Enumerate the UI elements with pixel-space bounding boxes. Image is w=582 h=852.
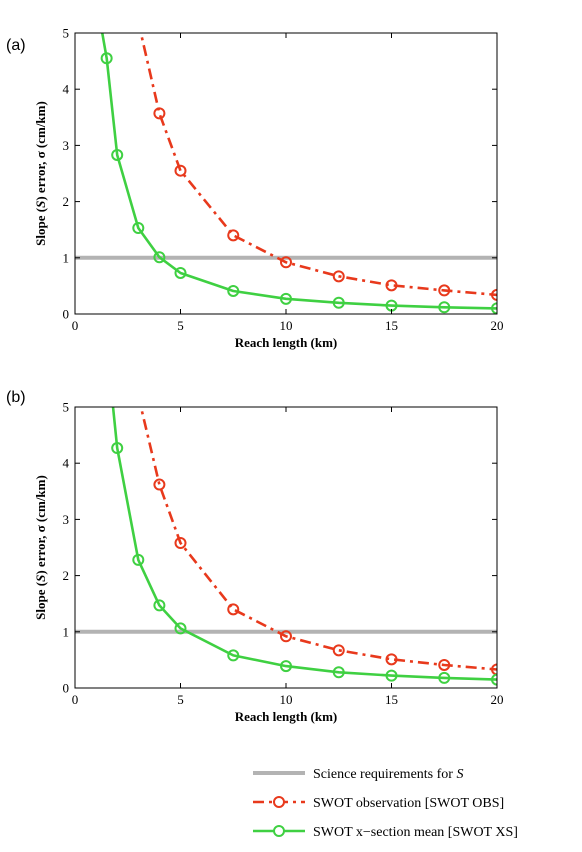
y-axis-label-part: ) error, σ (cm/km) [33, 475, 48, 574]
legend-label-italic: S [456, 767, 463, 782]
legend: Science requirements for S SWOT observati… [253, 767, 518, 840]
legend-label: SWOT x−section mean [SWOT XS] [313, 825, 518, 840]
data-point-xs [491, 302, 497, 314]
data-point-obs [280, 256, 292, 269]
data-point-obs [438, 658, 451, 671]
y-tick-label: 2 [63, 568, 70, 583]
y-axis-label: Slope (S) error, σ (cm/km) [33, 101, 48, 246]
x-axis-label: Reach length (km) [235, 709, 338, 724]
x-tick-label: 20 [491, 318, 504, 333]
data-point-obs [280, 630, 292, 643]
y-tick-label: 4 [63, 82, 70, 97]
y-tick-label: 0 [63, 307, 70, 322]
y-tick-label: 1 [63, 624, 70, 639]
y-axis-label-part: Slope ( [33, 582, 48, 620]
series-line-xs [100, 33, 497, 310]
data-point-xs [153, 251, 166, 264]
y-axis-label-part: ) error, σ (cm/km) [33, 101, 48, 200]
plot-area [75, 33, 497, 314]
series-line-obs [139, 407, 497, 671]
y-axis-label-part: S [33, 575, 48, 582]
x-tick-label: 15 [385, 692, 398, 707]
x-tick-label: 10 [280, 318, 293, 333]
data-point-xs [491, 673, 497, 686]
data-point-obs [174, 164, 187, 177]
data-point-xs [111, 442, 124, 455]
x-tick-label: 5 [177, 692, 184, 707]
x-tick-label: 0 [72, 692, 79, 707]
data-point-xs [132, 222, 145, 235]
data-point-xs [111, 148, 124, 161]
data-point-xs [100, 52, 113, 65]
y-tick-label: 0 [63, 681, 70, 696]
data-point-xs [227, 649, 240, 662]
plot-area [75, 407, 497, 686]
data-point-xs [438, 301, 451, 314]
y-axis-label-part: S [33, 201, 48, 208]
axes-frame [74, 32, 498, 315]
data-point-xs [280, 292, 292, 305]
legend-label-text: SWOT x−section mean [SWOT XS] [313, 825, 518, 840]
legend-item-3: SWOT x−section mean [SWOT XS] [253, 825, 518, 840]
x-tick-label: 20 [491, 692, 504, 707]
x-tick-label: 0 [72, 318, 79, 333]
data-point-xs [385, 669, 398, 682]
legend-swatch-marker [273, 825, 285, 837]
y-tick-label: 3 [63, 138, 70, 153]
series-line-xs [111, 407, 497, 681]
y-tick-label: 5 [63, 400, 70, 415]
legend-label-text: Science requirements for [313, 767, 456, 782]
series-line-obs [139, 33, 497, 297]
axes-frame [74, 406, 498, 689]
y-tick-label: 5 [63, 26, 70, 41]
data-point-xs [227, 284, 240, 297]
legend-label: Science requirements for S [313, 767, 463, 782]
legend-swatch-marker [273, 796, 285, 808]
chart-panel-b: (b) 0 5 10 15 20 0 1 2 3 4 5 Reach length (km) Slope … [6, 389, 504, 724]
data-point-obs [153, 478, 166, 491]
data-point-obs [385, 653, 398, 666]
data-point-obs [227, 229, 240, 242]
y-axis-label: Slope (S) error, σ (cm/km) [33, 475, 48, 620]
x-tick-label: 10 [280, 692, 293, 707]
legend-item-2: SWOT observation [SWOT OBS] [253, 796, 504, 811]
data-point-obs [332, 644, 345, 657]
x-tick-label: 15 [385, 318, 398, 333]
data-point-obs [174, 537, 187, 550]
data-point-obs [491, 663, 497, 676]
y-axis-label-part: Slope ( [33, 208, 48, 246]
panel-label: (b) [6, 389, 26, 406]
data-point-obs [438, 284, 451, 297]
legend-item-1: Science requirements for S [253, 767, 463, 782]
data-point-xs [280, 660, 292, 673]
chart-panel-a: (a) 0 5 10 15 20 0 1 2 3 4 5 Reach length (km) Slope … [6, 26, 504, 351]
data-point-obs [153, 107, 166, 120]
data-point-xs [332, 666, 345, 679]
data-point-xs [132, 553, 145, 566]
data-point-obs [385, 279, 398, 292]
y-tick-label: 1 [63, 250, 70, 265]
data-point-xs [174, 622, 187, 635]
data-point-xs [332, 296, 345, 309]
legend-label: SWOT observation [SWOT OBS] [313, 796, 504, 811]
data-point-obs [332, 270, 345, 283]
data-point-xs [153, 599, 166, 612]
y-tick-label: 2 [63, 194, 70, 209]
legend-label-text: SWOT observation [SWOT OBS] [313, 796, 504, 811]
data-point-obs [491, 288, 497, 301]
data-point-obs [227, 603, 240, 616]
panel-label: (a) [6, 37, 26, 54]
y-tick-label: 4 [63, 456, 70, 471]
y-tick-label: 3 [63, 512, 70, 527]
data-point-xs [438, 671, 451, 684]
x-tick-label: 5 [177, 318, 184, 333]
x-axis-label: Reach length (km) [235, 335, 338, 350]
data-point-xs [174, 266, 187, 279]
